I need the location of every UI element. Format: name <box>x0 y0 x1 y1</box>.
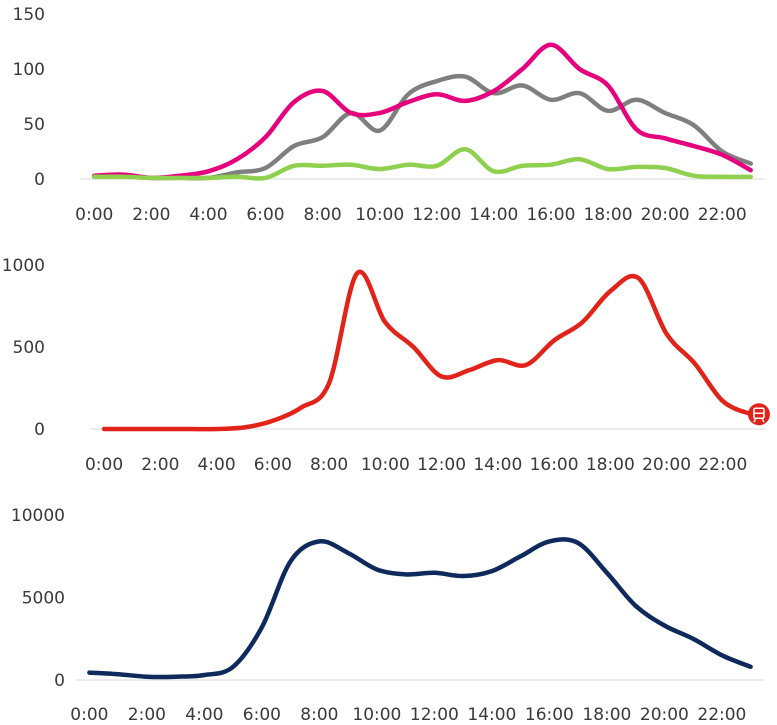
y-tick-label: 0 <box>54 671 65 691</box>
y-tick-label: 0 <box>34 170 45 190</box>
series-line-3 <box>92 147 753 181</box>
y-tick-label: 150 <box>13 5 45 25</box>
x-tick-label: 12:00 <box>410 705 459 725</box>
y-tick-label: 50 <box>23 115 45 135</box>
y-tick-label: 5000 <box>22 589 65 609</box>
x-tick-label: 22:00 <box>698 455 747 475</box>
x-tick-label: 16:00 <box>526 205 575 225</box>
series-line-1 <box>101 269 754 432</box>
x-tick-label: 0:00 <box>70 705 108 725</box>
chart-1: 0 50 100 150 0:00 2:00 4:00 6:00 8:00 10:00 12:00 1… <box>13 5 765 225</box>
x-tick-label: 22:00 <box>698 205 747 225</box>
y-tick-label: 1000 <box>2 256 45 276</box>
x-tick-label: 18:00 <box>582 705 631 725</box>
x-tick-label: 18:00 <box>586 455 635 475</box>
x-tick-label: 0:00 <box>75 205 113 225</box>
x-tick-label: 22:00 <box>697 705 746 725</box>
series-line-1 <box>87 537 753 680</box>
x-tick-label: 2:00 <box>141 455 179 475</box>
x-tick-label: 18:00 <box>584 205 633 225</box>
x-tick-label: 12:00 <box>417 455 466 475</box>
x-tick-label: 14:00 <box>467 705 516 725</box>
x-tick-label: 6:00 <box>254 455 292 475</box>
x-tick-label: 20:00 <box>640 705 689 725</box>
x-tick-label: 2:00 <box>132 205 170 225</box>
y-tick-label: 100 <box>13 60 45 80</box>
x-tick-label: 16:00 <box>525 705 574 725</box>
x-tick-label: 14:00 <box>469 205 518 225</box>
x-tick-label: 4:00 <box>197 455 235 475</box>
series-line-1 <box>92 73 753 181</box>
x-tick-label: 12:00 <box>412 205 461 225</box>
tram-icon <box>747 403 770 426</box>
x-tick-label: 20:00 <box>642 455 691 475</box>
x-tick-label: 4:00 <box>185 705 223 725</box>
x-tick-label: 14:00 <box>473 455 522 475</box>
y-tick-label: 0 <box>34 420 45 440</box>
x-tick-label: 6:00 <box>246 205 284 225</box>
y-tick-label: 10000 <box>11 506 65 526</box>
x-tick-label: 20:00 <box>641 205 690 225</box>
x-tick-label: 8:00 <box>300 705 338 725</box>
x-tick-label: 16:00 <box>530 455 579 475</box>
x-tick-label: 10:00 <box>361 455 410 475</box>
x-tick-label: 8:00 <box>310 455 348 475</box>
x-tick-label: 4:00 <box>189 205 227 225</box>
x-tick-label: 6:00 <box>243 705 281 725</box>
chart-2: 0 500 1000 0:00 2:00 4:00 6:00 8:00 10:00 12:00 14… <box>2 256 770 475</box>
y-tick-label: 500 <box>13 338 45 358</box>
series-line-2 <box>92 42 753 181</box>
x-tick-label: 8:00 <box>304 205 342 225</box>
chart-3: 0 5000 10000 0:00 2:00 4:00 6:00 8:00 10:00 12:00… <box>11 506 765 725</box>
x-tick-label: 10:00 <box>355 205 404 225</box>
x-tick-label: 10:00 <box>352 705 401 725</box>
x-tick-label: 0:00 <box>85 455 123 475</box>
x-tick-label: 2:00 <box>128 705 166 725</box>
